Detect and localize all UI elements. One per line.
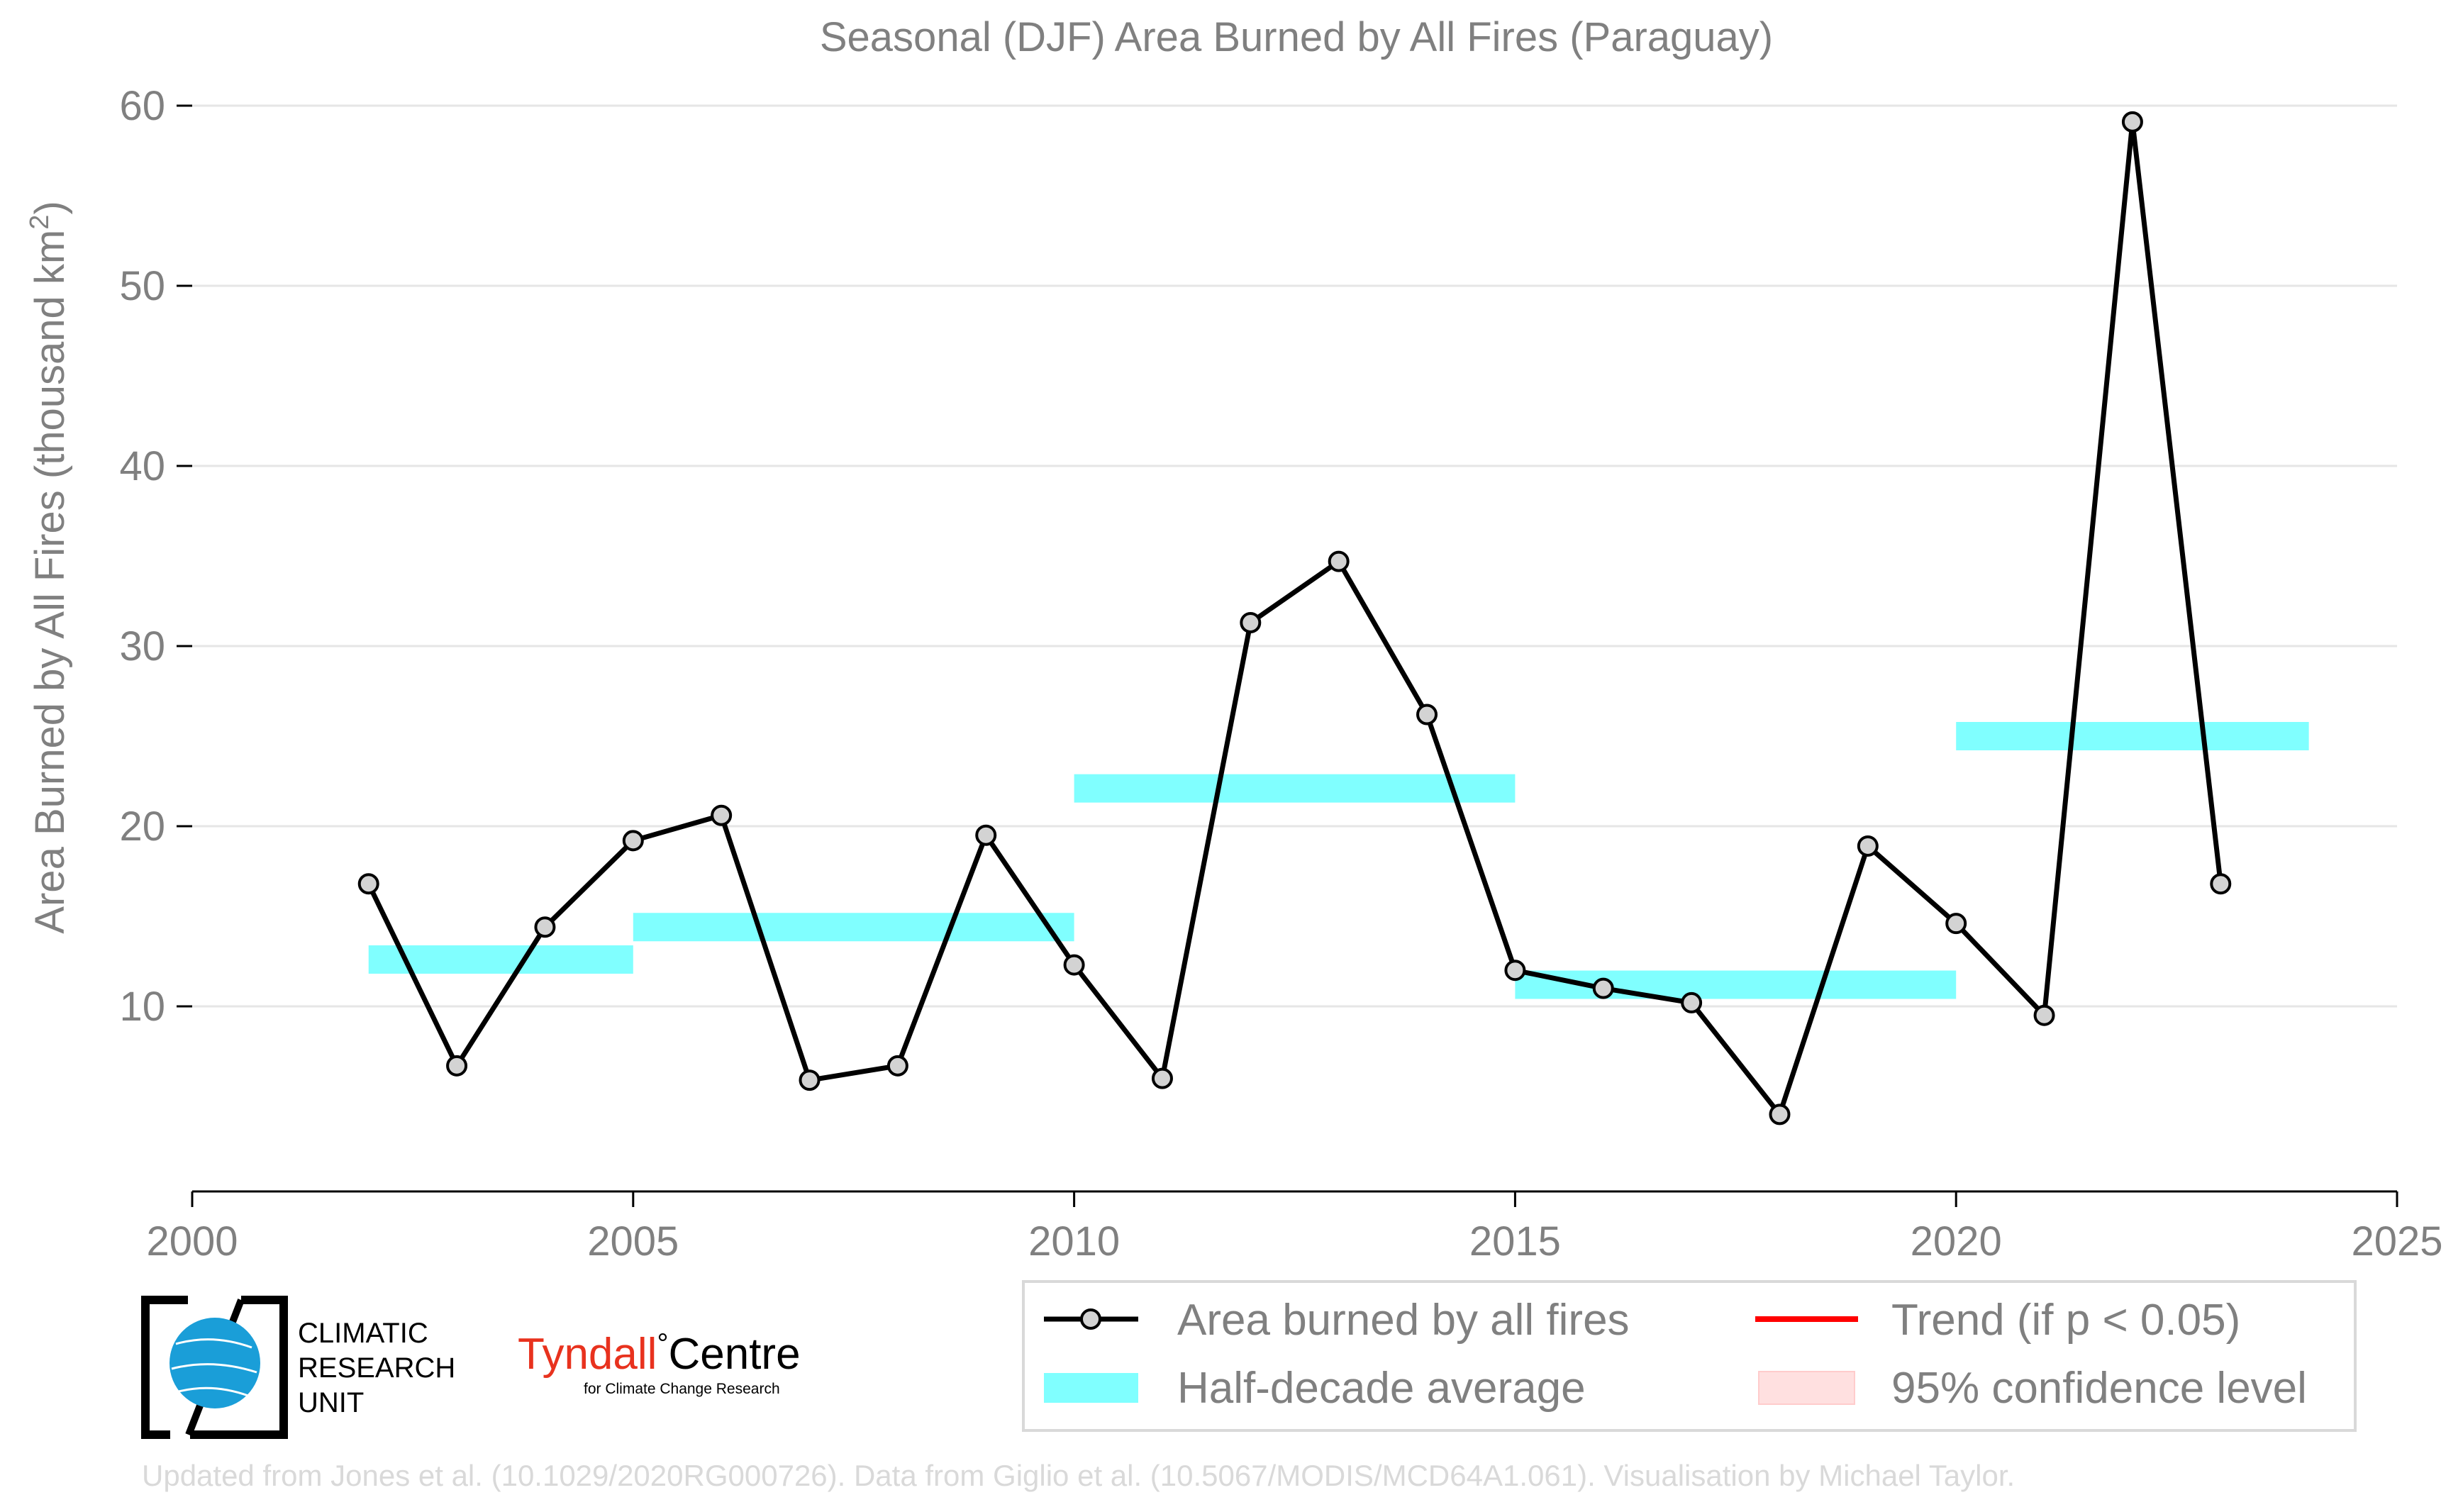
data-point-2002 — [357, 873, 379, 895]
y-tick-label-20: 20 — [119, 804, 165, 850]
half-decade-bar-2 — [1074, 774, 1516, 803]
legend: Area burned by all fires Trend (if p < 0… — [1022, 1280, 2357, 1432]
data-point-2021 — [2033, 1004, 2055, 1026]
x-tick-label-2015: 2015 — [1469, 1218, 1561, 1264]
legend-swatch-half-decade — [1044, 1373, 1138, 1403]
tyndall-logo: Tyndall°Centre for Climate Change Resear… — [518, 1328, 801, 1397]
data-point-2004 — [534, 916, 556, 938]
cru-logo: CLIMATIC RESEARCH UNIT — [141, 1296, 455, 1439]
y-axis-label-close: ) — [27, 201, 73, 214]
tyndall-logo-word: Tyndall — [518, 1330, 657, 1379]
y-tick-label-50: 50 — [119, 263, 165, 309]
tyndall-logo-degree: ° — [657, 1328, 668, 1360]
data-point-2005 — [622, 830, 644, 852]
y-tick-label-40: 40 — [119, 443, 165, 489]
legend-label-trend: Trend (if p < 0.05) — [1891, 1296, 2240, 1345]
data-point-2010 — [1063, 954, 1085, 976]
y-tick-label-10: 10 — [119, 984, 165, 1030]
data-point-2011 — [1151, 1067, 1173, 1089]
x-tick-label-2010: 2010 — [1028, 1218, 1120, 1264]
series-line — [366, 121, 2223, 1120]
cru-logo-line-2: RESEARCH — [298, 1352, 455, 1384]
area-burned-series — [357, 111, 2232, 1125]
gridlines — [192, 104, 2397, 1008]
cru-globe-lines-icon — [171, 1338, 257, 1397]
data-point-2008 — [886, 1055, 908, 1077]
y-tick-label-30: 30 — [119, 623, 165, 669]
y-tick-label-60: 60 — [119, 83, 165, 129]
data-point-2009 — [975, 824, 997, 846]
cru-logo-line-1: CLIMATIC — [298, 1318, 428, 1349]
tyndall-logo-subtitle: for Climate Change Research — [584, 1381, 780, 1397]
legend-frame — [1022, 1280, 2357, 1432]
data-point-2007 — [799, 1069, 821, 1091]
chart-title: Seasonal (DJF) Area Burned by All Fires … — [820, 14, 1773, 60]
data-point-2003 — [446, 1055, 468, 1077]
x-tick-label-2020: 2020 — [1911, 1218, 2002, 1264]
half-decade-bar-1 — [633, 913, 1074, 942]
legend-label-half-decade: Half-decade average — [1177, 1364, 1586, 1413]
data-point-2006 — [711, 804, 733, 826]
data-point-2013 — [1328, 550, 1350, 572]
data-point-2012 — [1240, 611, 1262, 633]
cru-logo-bracket-right — [190, 1296, 288, 1439]
half-decade-bar-4 — [1956, 722, 2309, 750]
x-tick-label-2000: 2000 — [146, 1218, 238, 1264]
data-point-2019 — [1857, 835, 1879, 857]
tyndall-logo-name: Tyndall°Centre — [518, 1328, 801, 1379]
half-decade-bar-0 — [368, 945, 633, 974]
data-point-2023 — [2210, 873, 2232, 895]
y-axis-label-main: Area Burned by All Fires (thousand km — [27, 230, 73, 934]
cru-logo-bracket-left — [141, 1296, 188, 1439]
legend-swatch-confidence — [1758, 1371, 1855, 1405]
legend-swatch-series-marker — [1080, 1308, 1101, 1330]
data-point-2022 — [2121, 111, 2143, 133]
data-point-2015 — [1504, 960, 1526, 982]
legend-label-series: Area burned by all fires — [1177, 1296, 1630, 1345]
data-point-2018 — [1769, 1104, 1791, 1125]
data-point-2016 — [1592, 977, 1614, 999]
y-axis-label-sup: 2 — [25, 215, 55, 230]
legend-label-confidence: 95% confidence level — [1891, 1364, 2307, 1413]
x-tick-label-2025: 2025 — [2351, 1218, 2442, 1264]
data-credit: Updated from Jones et al. (10.1029/2020R… — [142, 1459, 2015, 1492]
axes: 10 20 30 40 50 60 2000 2005 2010 2015 2020 2025 — [119, 83, 2442, 1264]
y-axis-label: Area Burned by All Fires (thousand km2) — [25, 201, 73, 933]
cru-logo-line-3: UNIT — [298, 1387, 364, 1418]
x-tick-label-2005: 2005 — [587, 1218, 679, 1264]
half-decade-average-bars — [368, 722, 2309, 999]
data-point-2014 — [1416, 704, 1438, 726]
data-point-2017 — [1681, 991, 1703, 1013]
data-point-2020 — [1945, 913, 1967, 935]
tyndall-logo-centre: Centre — [668, 1330, 800, 1379]
